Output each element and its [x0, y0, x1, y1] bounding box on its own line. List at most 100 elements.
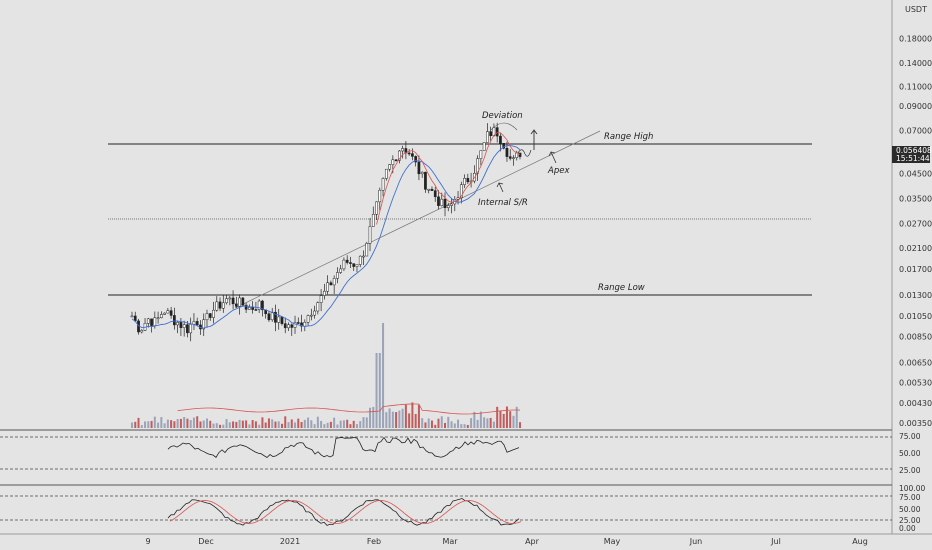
candle-body: [267, 313, 271, 321]
volume-bar: [470, 418, 473, 428]
candle-body: [502, 143, 506, 149]
volume-bar: [199, 421, 202, 428]
candle-body: [430, 188, 434, 191]
volume-bar: [284, 416, 287, 428]
volume-bar: [395, 412, 398, 428]
candle-body: [156, 317, 160, 319]
volume-bar: [280, 423, 283, 428]
volume-bar: [131, 422, 133, 428]
volume-bar: [496, 406, 499, 428]
volume-bar: [440, 416, 443, 428]
candle-body: [388, 164, 391, 170]
volume-bar: [342, 420, 345, 428]
candle-body: [293, 322, 297, 328]
volume-bar: [140, 424, 143, 428]
currency-label: USDT: [905, 5, 927, 14]
volume-bar: [186, 418, 189, 428]
volume-bar: [212, 423, 215, 428]
candle-body: [332, 278, 336, 286]
stoch-tick-25: 25.00: [899, 516, 921, 525]
stoch-pane[interactable]: 100.00 75.00 50.00 25.00 0.00: [0, 484, 925, 533]
volume-bar: [219, 424, 222, 428]
volume-bar: [189, 420, 192, 428]
volume-bar: [235, 421, 238, 428]
volume-bar: [150, 420, 153, 428]
candle-body: [202, 319, 206, 330]
volume-bar: [251, 420, 254, 428]
volume-bar: [248, 424, 251, 428]
volume-bar: [222, 424, 225, 428]
candle-body: [319, 295, 323, 303]
candle-body: [417, 161, 421, 175]
candle-body: [486, 131, 489, 143]
stoch-tick-0: 0.00: [899, 524, 916, 533]
volume-bar: [179, 418, 182, 428]
volume-bar: [483, 417, 486, 428]
candle-body: [150, 318, 153, 326]
volume-bar: [401, 408, 404, 428]
volume-bar: [509, 411, 512, 428]
candle-body: [342, 259, 346, 270]
candle-body: [274, 311, 277, 323]
volume-bar: [339, 420, 342, 428]
volume-bar: [427, 418, 430, 428]
volume-bar: [512, 415, 515, 428]
internal-sr-arrow-icon: [496, 182, 504, 193]
volume-bar: [492, 421, 495, 428]
last-price-badge: 0.056408 15:51:44: [892, 146, 932, 163]
trend-line[interactable]: [234, 130, 601, 309]
candle-body: [401, 148, 404, 152]
deviation-arc: [490, 122, 518, 131]
volume-bar: [444, 422, 447, 428]
volume-bar: [183, 417, 186, 428]
candle-body: [234, 303, 238, 307]
volume-bar: [388, 408, 391, 428]
main-pane[interactable]: [0, 0, 892, 430]
volume-bar: [245, 420, 248, 428]
candle-body: [495, 127, 499, 137]
date-axis[interactable]: 9 Dec 2021 Feb Mar Apr May Jun Jul Aug: [145, 537, 867, 546]
volume-bar: [414, 413, 417, 428]
volume-bar: [499, 410, 502, 428]
candle-body: [228, 297, 232, 300]
date-tick-label: May: [604, 537, 621, 546]
candle-body: [323, 290, 326, 296]
volume-bar: [320, 420, 323, 428]
candle-body: [446, 205, 450, 209]
date-tick-label: Jun: [689, 537, 703, 546]
volume-bar: [196, 416, 199, 428]
volume-bar: [173, 421, 176, 428]
candle-body: [283, 323, 287, 329]
price-axis[interactable]: [892, 0, 932, 550]
rsi-tick-75: 75.00: [899, 432, 921, 441]
candle-body: [459, 184, 463, 199]
candle-body: [248, 307, 251, 310]
candle-body: [489, 131, 493, 137]
candle-body: [479, 150, 483, 159]
candle-body: [352, 263, 356, 267]
candle-body: [300, 322, 303, 327]
stoch-tick-75: 75.00: [899, 493, 921, 502]
up-arrow-icon: [530, 129, 538, 150]
date-tick-label: Aug: [852, 537, 868, 546]
volume-bar: [505, 406, 508, 428]
volume-bar: [274, 421, 277, 428]
candle-body: [153, 317, 157, 326]
volume-bar: [225, 419, 228, 428]
volume-bar: [323, 424, 326, 428]
volume-bar: [336, 424, 339, 428]
candle-body: [296, 322, 300, 324]
volume-bar: [460, 424, 463, 428]
rsi-pane[interactable]: 75.00 50.00 25.00: [0, 432, 921, 475]
volume-bar: [463, 424, 466, 428]
volume-bar: [408, 413, 411, 428]
candle-body: [159, 314, 163, 318]
